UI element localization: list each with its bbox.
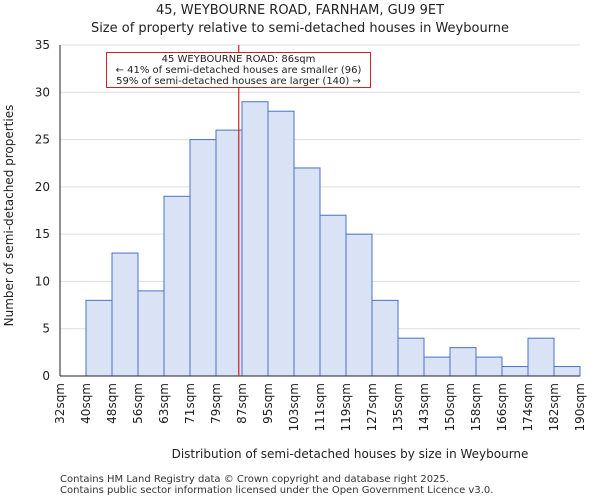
histogram-bar (319, 214, 347, 377)
x-tick-label: 56sqm (131, 383, 145, 424)
histogram-bar (293, 167, 321, 377)
histogram-bar (111, 252, 139, 377)
x-tick-label: 40sqm (79, 383, 93, 424)
property-annotation-box: 45 WEYBOURNE ROAD: 86sqm ← 41% of semi-d… (106, 52, 371, 88)
x-tick-label: 174sqm (521, 383, 535, 431)
x-tick-label: 79sqm (209, 383, 223, 424)
annotation-line-3: 59% of semi-detached houses are larger (… (116, 76, 361, 87)
y-tick-label: 30 (35, 85, 50, 99)
annotation-line-1: 45 WEYBOURNE ROAD: 86sqm (161, 54, 316, 65)
x-tick-label: 32sqm (53, 383, 67, 424)
x-tick-label: 95sqm (261, 383, 275, 424)
histogram-bar (527, 337, 555, 377)
x-tick-label: 135sqm (391, 383, 405, 431)
footer-copyright: Contains HM Land Registry data © Crown c… (60, 474, 449, 485)
chart-subtitle: Size of property relative to semi-detach… (90, 21, 510, 36)
histogram-bar (397, 337, 425, 377)
histogram-bar (371, 299, 399, 377)
y-tick-label: 0 (42, 369, 50, 383)
x-tick-label: 127sqm (365, 383, 379, 431)
histogram-bar (163, 195, 191, 377)
histogram-bar (189, 139, 217, 377)
x-tick-label: 158sqm (469, 383, 483, 431)
histogram-bar (553, 366, 581, 377)
x-tick-label: 71sqm (183, 383, 197, 424)
x-tick-label: 103sqm (287, 383, 301, 431)
y-axis-title: Number of semi-detached properties (2, 105, 16, 327)
x-tick-label: 119sqm (339, 383, 353, 431)
x-tick-label: 48sqm (105, 383, 119, 424)
y-tick-label: 35 (35, 38, 50, 52)
x-tick-label: 150sqm (443, 383, 457, 431)
histogram-bar (215, 129, 243, 377)
histogram-bar (475, 356, 503, 377)
histogram-bar (85, 299, 113, 377)
y-tick-label: 5 (42, 322, 50, 336)
histogram-bar (267, 110, 295, 377)
y-tick-label: 10 (35, 274, 50, 288)
histogram-bar (345, 233, 373, 377)
x-tick-label: 63sqm (157, 383, 171, 424)
x-tick-label: 87sqm (235, 383, 249, 424)
annotation-line-2: ← 41% of semi-detached houses are smalle… (115, 65, 362, 76)
footer-licence: Contains public sector information licen… (60, 485, 494, 496)
histogram-bar (241, 101, 269, 377)
x-tick-label: 182sqm (547, 383, 561, 431)
chart-title: 45, WEYBOURNE ROAD, FARNHAM, GU9 9ET (155, 3, 445, 18)
y-tick-label: 15 (35, 227, 50, 241)
y-tick-label: 25 (35, 133, 50, 147)
x-tick-label: 111sqm (313, 383, 327, 431)
x-tick-label: 190sqm (573, 383, 587, 431)
x-tick-label: 143sqm (417, 383, 431, 431)
y-tick-label: 20 (35, 180, 50, 194)
histogram-bar (423, 356, 451, 377)
histogram-bar (137, 290, 165, 377)
histogram-bar (449, 347, 477, 377)
histogram-bar (501, 366, 529, 377)
x-tick-label: 166sqm (495, 383, 509, 431)
x-axis-title: Distribution of semi-detached houses by … (172, 447, 529, 461)
